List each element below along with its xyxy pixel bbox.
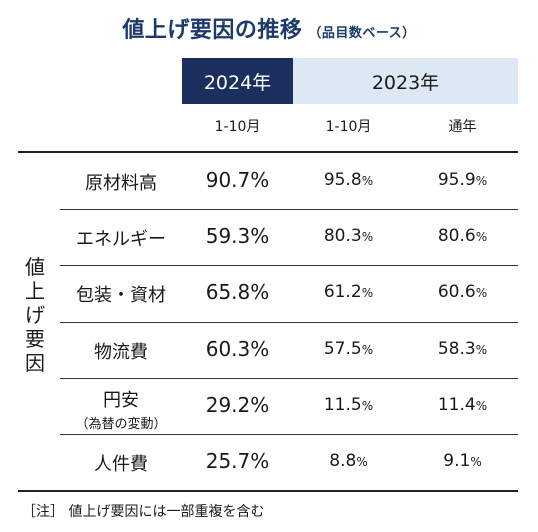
value-2023-full-year: 95.9%	[407, 170, 518, 190]
header-2023: 2023年	[293, 58, 518, 104]
value-2024: 29.2%	[182, 393, 293, 417]
value-unit: %	[361, 230, 374, 245]
value-number: 60.6	[437, 282, 476, 303]
value-unit: %	[356, 455, 368, 469]
value-unit: %	[361, 174, 374, 188]
row-label: 人件費	[60, 450, 182, 476]
row-divider	[60, 377, 518, 379]
row-label: 原材料高	[60, 169, 182, 195]
row-divider	[60, 265, 518, 267]
value-2024: 90.7%	[182, 168, 293, 192]
row-label: 包装・資材	[60, 281, 182, 307]
row-divider	[60, 321, 518, 323]
value-number: 11.5	[323, 394, 362, 415]
value-number: 59.3	[205, 224, 251, 249]
value-2023-jan-oct: 11.5%	[293, 395, 404, 415]
value-2024: 65.8%	[182, 280, 293, 304]
subheader-2024-jan-oct: 1-10月	[214, 119, 261, 135]
header-2024: 2024年	[182, 58, 293, 104]
value-number: 8.8	[329, 451, 357, 471]
value-unit: %	[475, 342, 488, 357]
value-number: 9.1	[443, 451, 471, 471]
value-number: 58.3	[437, 338, 476, 359]
value-number: 60.3	[205, 336, 251, 361]
value-unit: %	[475, 286, 488, 301]
value-unit: %	[361, 342, 374, 357]
value-number: 95.8	[323, 170, 362, 190]
title-text: 値上げ要因の推移	[122, 18, 303, 43]
value-2023-jan-oct: 8.8%	[293, 451, 404, 471]
value-unit: %	[250, 336, 270, 361]
subheader-2023-full-year: 通年	[448, 119, 477, 135]
row-sublabel: （為替の変動）	[75, 416, 167, 432]
row-label-text: 原材料高	[85, 173, 157, 194]
value-2023-full-year: 9.1%	[407, 451, 518, 471]
value-unit: %	[470, 455, 482, 469]
value-number: 80.6	[437, 226, 476, 247]
subheader-2023-jan-oct: 1-10月	[325, 119, 372, 135]
value-2024: 59.3%	[182, 224, 293, 248]
value-2023-jan-oct: 61.2%	[293, 282, 404, 302]
row-label: 円安 （為替の変動）	[60, 386, 182, 432]
value-2024: 25.7%	[182, 449, 293, 473]
value-unit: %	[361, 286, 374, 301]
value-number: 90.7	[205, 168, 251, 192]
value-number: 29.2	[205, 392, 251, 417]
value-number: 65.8	[205, 280, 251, 305]
value-unit: %	[361, 398, 374, 413]
value-unit: %	[475, 174, 488, 188]
value-2024: 60.3%	[182, 337, 293, 361]
value-unit: %	[250, 224, 270, 249]
chart-title: 値上げ要因の推移 （品目数ベース）	[0, 12, 538, 44]
table-bottom-rule	[18, 490, 518, 492]
row-label: エネルギー	[60, 225, 182, 251]
row-divider	[60, 434, 518, 435]
value-number: 61.2	[323, 282, 362, 303]
row-label-text: 物流費	[94, 341, 148, 363]
value-number: 95.9	[437, 170, 476, 190]
value-unit: %	[475, 230, 488, 245]
value-2023-full-year: 58.3%	[407, 339, 518, 359]
value-unit: %	[250, 168, 270, 192]
value-unit: %	[475, 398, 488, 413]
value-number: 11.4	[437, 394, 476, 415]
value-unit: %	[250, 392, 270, 417]
row-label-text: エネルギー	[76, 229, 166, 251]
row-label-text: 円安	[103, 389, 139, 411]
value-number: 80.3	[323, 226, 362, 247]
value-unit: %	[250, 280, 270, 305]
value-2023-jan-oct: 80.3%	[293, 226, 404, 246]
value-number: 57.5	[323, 338, 362, 359]
row-label-text: 包装・資材	[76, 285, 166, 307]
row-group-label: 値上げ要因	[25, 255, 45, 375]
footnote: ［注］ 値上げ要因には一部重複を含む	[22, 504, 265, 520]
value-2023-full-year: 11.4%	[407, 395, 518, 415]
value-2023-jan-oct: 95.8%	[293, 170, 404, 190]
table-top-rule	[18, 151, 518, 153]
value-number: 25.7	[205, 449, 251, 473]
value-2023-full-year: 60.6%	[407, 282, 518, 302]
value-2023-full-year: 80.6%	[407, 226, 518, 246]
row-divider	[60, 209, 518, 211]
row-label: 物流費	[60, 338, 182, 364]
value-2023-jan-oct: 57.5%	[293, 339, 404, 359]
title-subtitle: （品目数ベース）	[308, 26, 416, 41]
value-unit: %	[250, 449, 270, 473]
row-label-text: 人件費	[94, 454, 148, 475]
